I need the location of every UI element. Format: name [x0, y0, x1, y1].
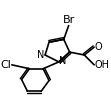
Text: Br: Br — [62, 15, 75, 25]
Text: N: N — [59, 56, 67, 66]
Text: O: O — [95, 42, 102, 52]
Text: N: N — [37, 50, 45, 59]
Text: Cl: Cl — [0, 60, 11, 70]
Text: OH: OH — [95, 60, 110, 70]
